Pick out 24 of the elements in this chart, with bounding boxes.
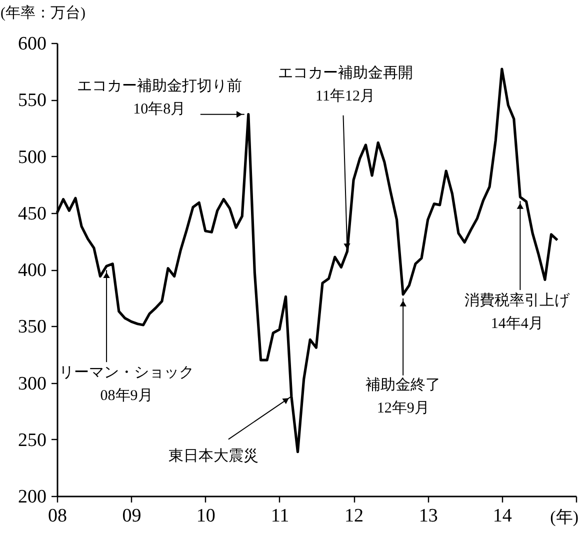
x-tick-label: 09 [122, 506, 142, 526]
x-tick-label: 12 [344, 506, 364, 526]
annotation: エコカー補助金再開 11年12月 [278, 64, 413, 104]
y-tick-label: 450 [18, 203, 46, 224]
annotation: 補助金終了 12年9月 [366, 376, 441, 416]
y-tick-label: 400 [18, 260, 46, 281]
y-tick-label: 500 [18, 146, 46, 168]
x-tick-label: 14 [492, 506, 512, 526]
annotation: 消費税率引上げ 14年4月 [464, 292, 571, 332]
y-tick-label: 250 [18, 430, 46, 451]
y-tick-label: 550 [18, 90, 46, 112]
x-tick-label: 13 [418, 506, 438, 526]
x-tick-label: 08 [48, 506, 67, 526]
x-tick-label: 11 [270, 506, 290, 526]
annotation: 東日本大震災 [168, 447, 258, 464]
y-tick-label: 300 [18, 373, 46, 394]
x-tick-label: 10 [196, 506, 216, 526]
annotation: エコカー補助金打切り前 10年8月 [76, 77, 242, 118]
x-axis-title: (年) [550, 508, 578, 526]
y-axis-title: (年率：万台) [0, 4, 86, 22]
annotation: リーマン・ショック 08年9月 [59, 365, 194, 404]
y-tick-label: 350 [18, 316, 46, 338]
y-tick-label: 200 [18, 486, 46, 508]
y-tick-label: 600 [18, 34, 46, 54]
